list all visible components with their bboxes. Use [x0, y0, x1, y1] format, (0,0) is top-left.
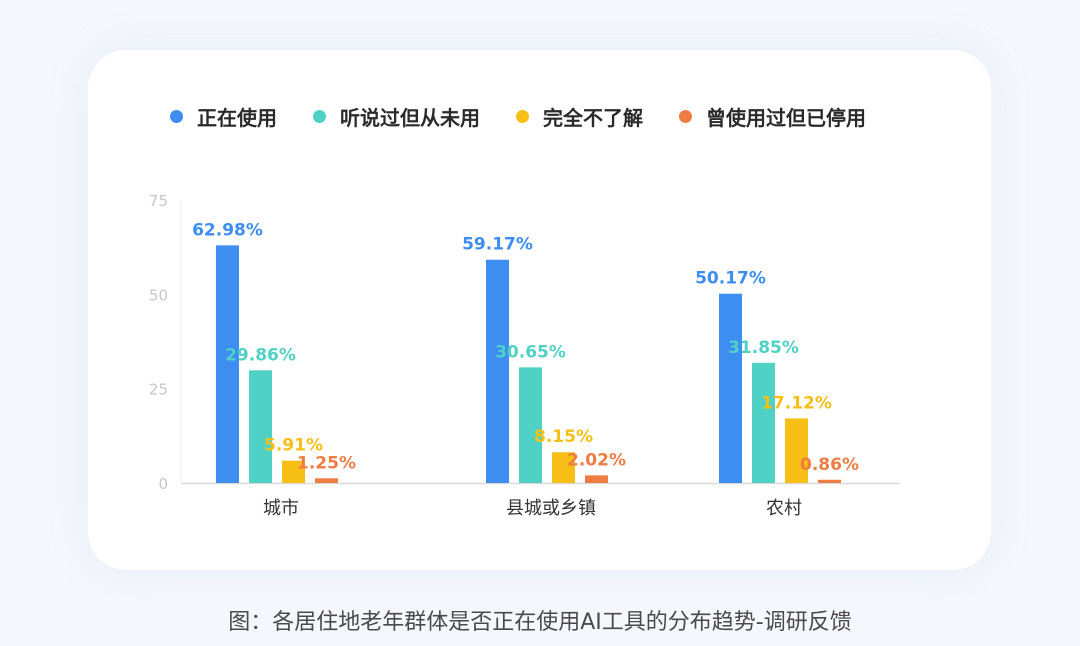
bar-2-series-1	[486, 259, 509, 483]
legend-label-unaware: 完全不了解	[543, 105, 643, 130]
data-label: 0.86%	[800, 455, 859, 475]
legend-dot-unaware	[516, 109, 529, 123]
legend-dot-heard-never-used	[313, 109, 326, 123]
legend-dot-using	[170, 109, 183, 123]
data-label: 62.98%	[192, 220, 263, 240]
y-tick-label: 0	[158, 475, 168, 493]
legend-label-stopped: 曾使用过但已停用	[706, 105, 866, 130]
bar-2-series-4	[585, 475, 608, 483]
bar-2-series-3	[552, 452, 575, 483]
bar-3-series-3	[785, 418, 808, 483]
x-category-label: 农村	[766, 498, 802, 519]
x-category-label: 城市	[263, 498, 299, 519]
legend-item-using: 正在使用	[170, 102, 277, 131]
y-tick-label: 50	[149, 286, 168, 304]
data-label: 50.17%	[695, 269, 766, 289]
legend-label-using: 正在使用	[197, 105, 277, 130]
bar-1-series-4	[315, 478, 338, 483]
data-label: 59.17%	[462, 235, 533, 255]
bar-3-series-2	[752, 362, 775, 483]
figure-caption: 图：各居住地老年群体是否正在使用AI工具的分布趋势-调研反馈	[228, 610, 852, 635]
bar-2-series-2	[519, 367, 542, 483]
data-label: 17.12%	[761, 393, 832, 413]
data-label: 5.91%	[264, 436, 323, 456]
data-label: 31.85%	[728, 338, 799, 358]
legend: 正在使用 听说过但从未用 完全不了解 曾使用过但已停用	[170, 100, 902, 132]
legend-item-unaware: 完全不了解	[516, 102, 643, 131]
data-label: 30.65%	[495, 342, 566, 362]
bar-1-series-2	[249, 370, 272, 483]
legend-item-heard-never-used: 听说过但从未用	[313, 102, 480, 131]
bar-3-series-1	[719, 293, 742, 483]
data-label: 1.25%	[297, 453, 356, 473]
data-label: 29.86%	[225, 345, 296, 365]
data-label: 8.15%	[534, 427, 593, 447]
data-label: 2.02%	[567, 450, 626, 470]
legend-dot-stopped	[679, 109, 692, 123]
y-tick-label: 25	[149, 381, 168, 399]
x-category-label: 县城或乡镇	[506, 498, 596, 519]
bar-1-series-3	[282, 460, 305, 483]
y-tick-label: 75	[149, 192, 168, 210]
legend-label-heard-never-used: 听说过但从未用	[340, 105, 480, 130]
bar-1-series-1	[216, 245, 239, 483]
bar-3-series-4	[818, 479, 841, 483]
legend-item-stopped: 曾使用过但已停用	[679, 102, 866, 131]
